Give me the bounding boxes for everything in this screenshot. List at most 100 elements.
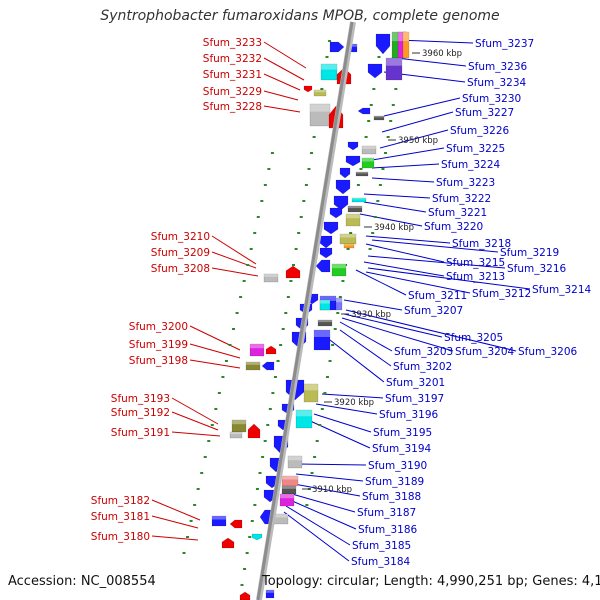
gene-box-shine [346,214,360,219]
tick-mark [378,184,382,186]
gene-box [355,171,369,177]
gene-box-shine [230,432,242,435]
tick-mark [217,392,221,394]
left-gene-label: Sfum_3193 [111,393,170,405]
tick-mark [228,344,232,346]
tick-mark [338,296,342,298]
gene-arrow [339,167,351,179]
gene-box-shine [314,90,326,93]
tick-mark [384,152,388,154]
scale-label: 3930 kbp [351,310,391,320]
right-gene-label: Sfum_3184 [351,556,411,568]
gene-box [320,63,338,81]
gene-arrow [367,63,383,79]
tick-mark [346,248,350,250]
scale-label: 3920 kbp [334,398,374,408]
right-gene-label: Sfum_3222 [432,193,491,205]
gene-arrow [329,41,345,53]
gene-box-shine [314,330,330,337]
tick-mark [245,552,249,554]
gene-box [229,431,243,439]
tick-mark [368,248,372,250]
right-gene-label: Sfum_3205 [444,332,503,344]
gene-box [313,89,327,97]
label-connector [365,235,451,244]
label-connector [371,147,445,161]
gene-box-shine [246,362,260,365]
tick-mark [224,360,228,362]
map-title: Syntrophobacter fumaroxidans MPOB, compl… [100,8,500,24]
gene-box [345,213,361,227]
gene-box-shine [362,158,374,162]
label-connector [381,111,454,133]
gene-glyphs [211,31,410,600]
tick-mark [242,280,246,282]
tick-mark [210,424,214,426]
label-connector [355,269,407,296]
label-connector [263,41,307,69]
right-gene-label: Sfum_3234 [467,77,527,89]
tick-mark [214,408,218,410]
tick-mark [373,216,377,218]
gene-box-shine [356,172,368,174]
gene-box-shine [280,494,294,499]
gene-box-shine [340,234,356,238]
label-connector [263,105,301,113]
gene-box-shine [374,116,384,118]
scale-label: 3910 kbp [312,485,352,495]
label-connector [371,239,499,253]
tick-mark [258,472,262,474]
left-gene-label: Sfum_3208 [151,263,210,275]
scale-label: 3950 kbp [398,136,438,146]
right-gene-label: Sfum_3227 [455,107,514,119]
tick-mark [256,216,260,218]
label-connector [285,505,351,546]
tick-mark [239,296,243,298]
backbone [256,21,356,600]
right-gene-label: Sfum_3214 [532,284,592,296]
gene-box [351,197,367,203]
gene-box-shine [398,32,406,42]
tick-mark [253,504,257,506]
left-gene-label: Sfum_3232 [203,53,262,65]
gene-arrow [335,179,351,195]
gene-box [317,319,333,327]
right-gene-label: Sfum_3230 [462,93,521,105]
label-connector [211,267,259,277]
tick-mark [286,296,290,298]
tick-mark [182,552,186,554]
tick-mark [268,408,272,410]
label-connector [283,511,350,562]
left-gene-label: Sfum_3199 [129,339,188,351]
gene-box-shine [266,590,274,593]
right-gene-label: Sfum_3212 [472,288,531,300]
label-connector [343,299,403,311]
gene-arrow [323,221,339,235]
right-gene-label: Sfum_3221 [428,207,487,219]
label-connector [315,403,378,415]
label-connector [313,413,372,433]
gene-box [373,115,385,121]
tick-mark [253,232,257,234]
tick-mark [196,488,200,490]
label-connector [189,359,241,369]
tick-mark [235,312,239,314]
gene-box-shine [332,264,346,269]
right-gene-label: Sfum_3186 [358,524,418,536]
tick-mark [255,488,259,490]
label-connector [321,393,384,399]
gene-box [249,343,265,357]
right-gene-label: Sfum_3226 [450,125,510,137]
label-connector [295,473,364,482]
tick-mark [189,520,193,522]
tick-mark [270,152,274,154]
gene-box-shine [288,456,302,461]
label-connector [345,309,517,352]
gene-box [361,157,375,169]
tick-mark [276,360,280,362]
right-gene-label: Sfum_3223 [436,177,495,189]
left-gene-label: Sfum_3192 [111,407,170,419]
gene-box [347,205,363,213]
gene-arrow [375,33,391,55]
gene-box [331,263,347,277]
